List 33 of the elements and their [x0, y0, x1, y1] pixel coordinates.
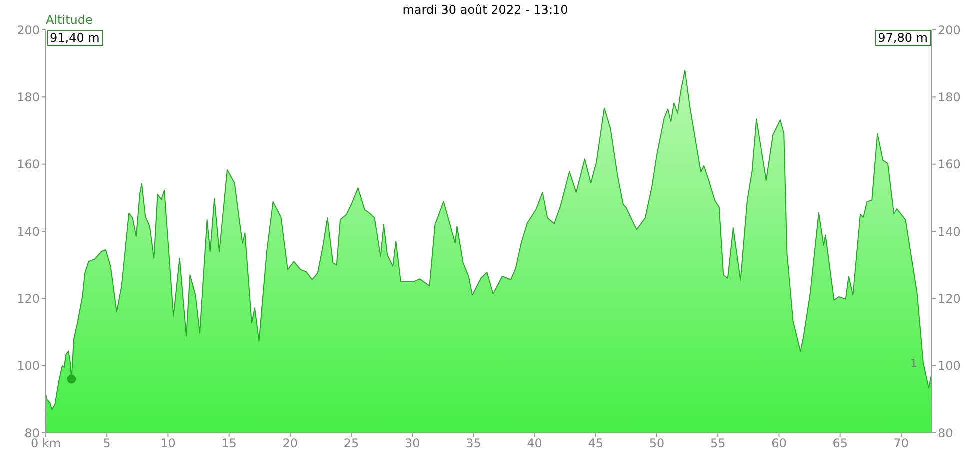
x-tick-label: 65 [832, 436, 848, 451]
x-tick-label: 40 [527, 436, 542, 451]
x-tick-label: 5 [103, 436, 111, 451]
annotation: 97,80 m [875, 30, 931, 46]
y2-tick-label: 160 [938, 158, 961, 172]
x-tick-label: 30 [404, 436, 420, 451]
x-tick-label: 15 [222, 436, 237, 451]
x-tick-label: 20 [282, 436, 298, 451]
y-tick-label: 180 [17, 90, 40, 104]
y2-tick-label: 200 [938, 23, 961, 38]
x-tick-label: 55 [710, 436, 726, 451]
y-tick-label: 120 [17, 292, 40, 306]
annotation: 91,40 m [47, 30, 103, 46]
y2-tick-label: 120 [938, 292, 961, 306]
y2-tick-label: 80 [938, 426, 954, 440]
annotation: 1 [910, 357, 918, 370]
chart-title: mardi 30 août 2022 - 13:10 [402, 3, 568, 17]
y-tick-label: 140 [17, 224, 40, 239]
x-tick-label: 10 [160, 436, 176, 451]
y-tick-label: 100 [17, 359, 40, 374]
y-tick-label: 200 [17, 23, 40, 38]
y-tick-label: 160 [17, 158, 40, 172]
x-tick-label: 45 [588, 436, 604, 451]
y-axis-title: Altitude [46, 13, 93, 27]
x-tick-label: 25 [344, 436, 360, 451]
y2-tick-label: 140 [938, 224, 961, 239]
x-tick-label: 35 [466, 436, 482, 451]
x-tick-label: 50 [649, 436, 665, 451]
y2-tick-label: 100 [938, 359, 961, 374]
x-tick-label: 60 [772, 436, 787, 451]
x-tick-label: 70 [894, 436, 910, 451]
y2-tick-label: 180 [938, 90, 961, 104]
x-tick-label: 0 km [30, 436, 62, 451]
